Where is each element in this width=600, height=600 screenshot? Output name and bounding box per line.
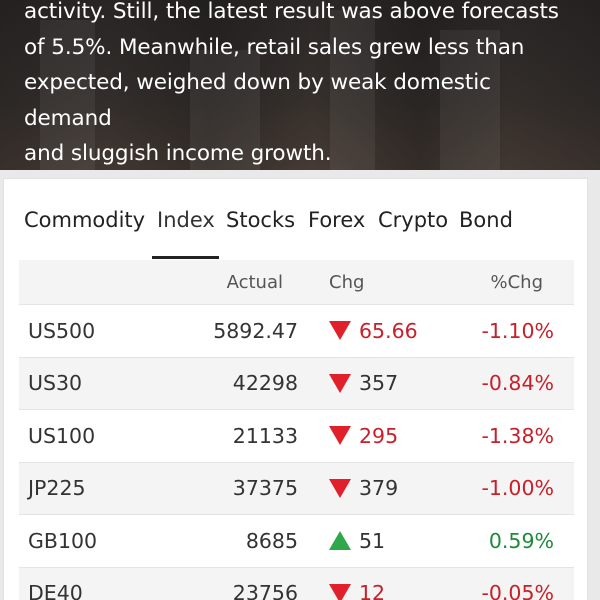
quotes-table: Actual Chg %Chg US500 5892.47 65.66 -1.10% U… xyxy=(19,260,574,600)
row-change-value: 51 xyxy=(359,528,386,553)
row-change: 65.66 xyxy=(329,305,418,357)
row-actual: 21133 xyxy=(232,423,298,448)
row-symbol: US100 xyxy=(28,423,96,448)
table-row[interactable]: US100 21133 295 -1.38% xyxy=(19,410,574,463)
row-symbol: JP225 xyxy=(28,476,86,501)
row-percent-change: -0.84% xyxy=(481,371,554,396)
row-symbol: US30 xyxy=(28,371,83,396)
tab-forex[interactable]: Forex xyxy=(308,208,366,232)
hero-background-building xyxy=(190,50,260,170)
triangle-down-icon xyxy=(329,583,351,600)
triangle-down-icon xyxy=(329,478,351,498)
triangle-down-icon xyxy=(329,373,351,393)
article-line: and sluggish income growth. xyxy=(24,141,332,166)
article-line: activity. Still, the latest result was a… xyxy=(24,0,559,24)
row-actual: 23756 xyxy=(232,581,298,600)
row-symbol: US500 xyxy=(28,318,96,343)
row-symbol: DE40 xyxy=(28,581,83,600)
market-widget: Commodity Index Stocks Forex Crypto Bond… xyxy=(3,178,588,600)
row-symbol: GB100 xyxy=(28,528,98,553)
hero-background-building xyxy=(440,30,500,170)
row-change: 12 xyxy=(329,568,385,600)
tab-bond[interactable]: Bond xyxy=(459,208,513,232)
row-percent-change: -1.38% xyxy=(481,423,554,448)
row-actual: 8685 xyxy=(245,528,298,553)
article-text: activity. Still, the latest result was a… xyxy=(24,0,584,170)
row-change: 51 xyxy=(329,515,385,567)
triangle-up-icon xyxy=(329,531,351,551)
article-hero: activity. Still, the latest result was a… xyxy=(0,0,600,170)
tab-stocks[interactable]: Stocks xyxy=(226,208,296,232)
row-change-value: 12 xyxy=(359,581,386,600)
article-line: of 5.5%. Meanwhile, retail sales grew le… xyxy=(24,34,525,60)
column-header-chg: Chg xyxy=(329,271,365,293)
active-tab-indicator xyxy=(152,256,219,259)
row-change-value: 357 xyxy=(359,371,399,396)
column-header-pct: %Chg xyxy=(490,271,543,293)
table-row[interactable]: DE40 23756 12 -0.05% xyxy=(19,567,574,600)
table-header-row: Actual Chg %Chg xyxy=(19,260,574,305)
triangle-down-icon xyxy=(329,426,351,446)
tab-commodity[interactable]: Commodity xyxy=(24,208,146,232)
column-header-actual: Actual xyxy=(226,271,283,293)
row-change-value: 65.66 xyxy=(359,318,418,343)
row-change-value: 295 xyxy=(359,423,399,448)
hero-background-building xyxy=(330,10,375,170)
row-change: 357 xyxy=(329,358,398,410)
row-change: 379 xyxy=(329,463,398,515)
table-row[interactable]: US500 5892.47 65.66 -1.10% xyxy=(19,305,574,358)
row-change: 295 xyxy=(329,410,398,462)
row-actual: 42298 xyxy=(232,371,298,396)
row-change-value: 379 xyxy=(359,476,399,501)
article-line: expected, weighed down by weak domestic … xyxy=(24,70,491,131)
table-body: US500 5892.47 65.66 -1.10% US30 42298 357 -0.84… xyxy=(19,305,574,600)
row-percent-change: -0.05% xyxy=(481,581,554,600)
tab-index[interactable]: Index xyxy=(157,208,215,232)
triangle-down-icon xyxy=(329,321,351,341)
row-actual: 5892.47 xyxy=(213,318,298,343)
tab-crypto[interactable]: Crypto xyxy=(378,208,449,232)
row-percent-change: -1.10% xyxy=(481,318,554,343)
row-percent-change: 0.59% xyxy=(488,528,554,553)
market-tabs: Commodity Index Stocks Forex Crypto Bond xyxy=(4,179,587,261)
row-actual: 37375 xyxy=(232,476,298,501)
row-percent-change: -1.00% xyxy=(481,476,554,501)
table-row[interactable]: US30 42298 357 -0.84% xyxy=(19,357,574,410)
table-row[interactable]: JP225 37375 379 -1.00% xyxy=(19,462,574,515)
table-row[interactable]: GB100 8685 51 0.59% xyxy=(19,515,574,568)
hero-background-building xyxy=(40,20,95,170)
